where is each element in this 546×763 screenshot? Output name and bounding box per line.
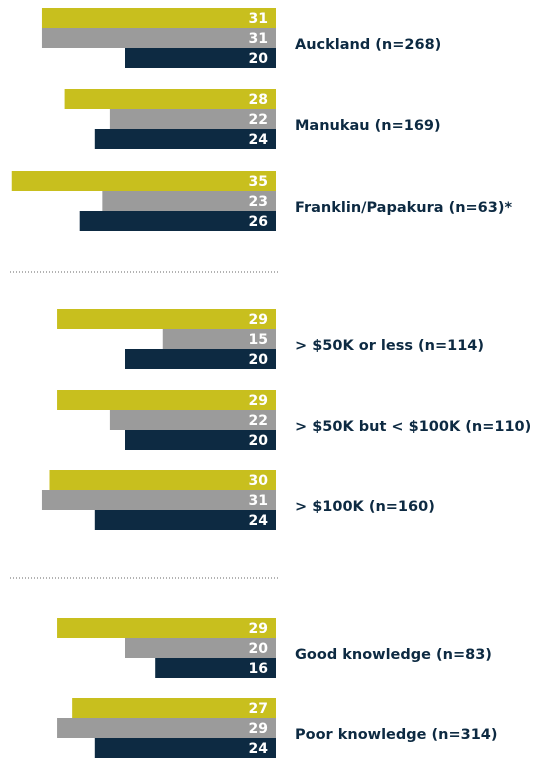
value-label: 22 <box>249 112 268 128</box>
value-label: 24 <box>249 513 269 529</box>
category-label: Good knowledge (n=83) <box>295 647 492 663</box>
value-label: 29 <box>249 312 268 328</box>
bar <box>94 129 276 149</box>
value-label: 20 <box>249 433 269 449</box>
value-label: 23 <box>249 194 268 210</box>
category-label: Poor knowledge (n=314) <box>295 727 498 743</box>
bar <box>94 738 276 758</box>
value-label: 30 <box>249 473 269 489</box>
value-label: 16 <box>249 661 268 677</box>
value-label: 27 <box>249 701 268 717</box>
bar <box>125 48 276 68</box>
value-label: 35 <box>249 174 268 190</box>
bar <box>102 191 276 211</box>
bar <box>49 470 276 490</box>
category-label: Auckland (n=268) <box>295 37 441 53</box>
value-label: 31 <box>249 31 268 47</box>
bar <box>94 510 276 530</box>
bar <box>11 171 276 191</box>
value-label: 22 <box>249 413 268 429</box>
value-label: 15 <box>249 332 268 348</box>
category-label: > $100K (n=160) <box>295 499 435 515</box>
value-label: 24 <box>249 132 269 148</box>
bar <box>72 698 277 718</box>
value-label: 31 <box>249 493 268 509</box>
value-label: 29 <box>249 393 268 409</box>
category-label: > $50K or less (n=114) <box>295 338 484 354</box>
bar <box>79 211 276 231</box>
bar <box>41 490 277 510</box>
bar <box>57 718 276 738</box>
value-label: 29 <box>249 621 268 637</box>
bar <box>57 390 276 410</box>
bar <box>64 89 276 109</box>
bar <box>57 309 276 329</box>
bar <box>57 618 276 638</box>
bar <box>125 430 276 450</box>
bar <box>125 638 276 658</box>
category-label: > $50K but < $100K (n=110) <box>295 419 531 435</box>
value-label: 29 <box>249 721 268 737</box>
bar <box>162 329 276 349</box>
bar <box>41 8 277 28</box>
value-label: 20 <box>249 51 269 67</box>
value-label: 31 <box>249 11 268 27</box>
category-label: Franklin/Papakura (n=63)* <box>295 200 512 216</box>
bar <box>155 658 276 678</box>
value-label: 26 <box>249 214 268 230</box>
value-label: 20 <box>249 352 269 368</box>
value-label: 20 <box>249 641 269 657</box>
bar <box>125 349 276 369</box>
bar <box>109 109 277 129</box>
value-label: 24 <box>249 741 269 757</box>
value-label: 28 <box>249 92 268 108</box>
category-label: Manukau (n=169) <box>295 118 441 134</box>
bar <box>41 28 277 48</box>
bar <box>109 410 277 430</box>
